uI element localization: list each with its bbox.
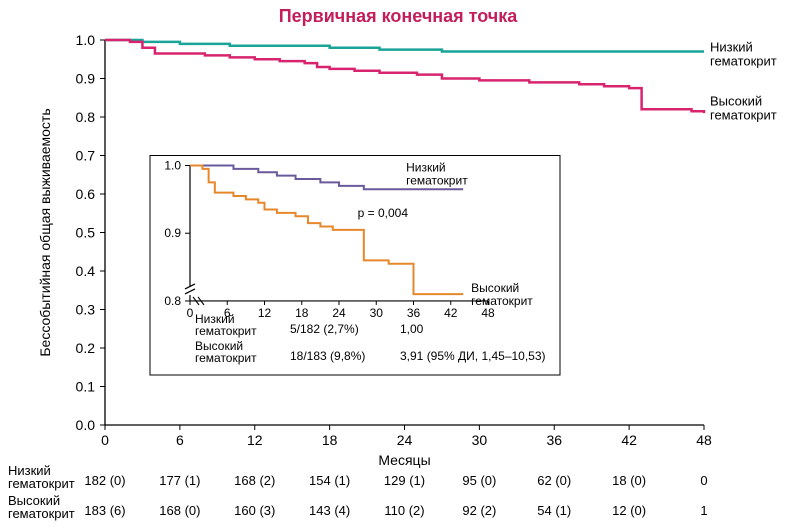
inset-hr-row-high-events: 18/183 (9,8%): [290, 349, 365, 363]
risk-row-high-val: 168 (0): [159, 503, 200, 518]
risk-row-low-val: 62 (0): [537, 473, 571, 488]
main-xtick-label: 12: [247, 432, 263, 448]
risk-row-low-label: Низкийгематокрит: [8, 463, 75, 491]
main-ytick-label: 1.0: [76, 32, 96, 48]
risk-row-low-val: 95 (0): [462, 473, 496, 488]
inset-ytick-label: 1.0: [164, 159, 181, 173]
main-ytick-label: 0.3: [76, 302, 96, 318]
main-label-high-hematocrit: Высокийгематокрит: [710, 94, 777, 123]
inset-xtick-label: 30: [370, 306, 384, 320]
inset-label-low-hematocrit: Низкийгематокрит: [406, 161, 468, 188]
chart-container: Первичная конечная точка 0.0 0.1 0.2 0.3 0.4 0…: [0, 0, 796, 532]
inset-xtick-label: 36: [407, 306, 421, 320]
risk-row-high-val: 1: [700, 503, 707, 518]
main-ytick-label: 0.6: [76, 186, 96, 202]
inset-ytick-label: 0.8: [164, 294, 181, 308]
risk-row-high-label: Высокийгематокрит: [8, 493, 75, 521]
inset-xtick-label: 24: [332, 306, 346, 320]
main-ytick-label: 0.7: [76, 148, 96, 164]
main-ytick-label: 0.2: [76, 340, 96, 356]
main-ytick-label: 0.4: [76, 263, 96, 279]
main-xtick-label: 36: [546, 432, 562, 448]
inset-hr-row-high-label: Высокийгематокрит: [195, 339, 257, 365]
risk-row-low-val: 0: [700, 473, 707, 488]
inset-hr-row-low-label: Низкийгематокрит: [195, 312, 257, 338]
main-ytick-label: 0.5: [76, 225, 96, 241]
main-series-low: [105, 40, 704, 52]
main-xtick-label: 18: [322, 432, 338, 448]
inset-xtick-label: 0: [187, 306, 194, 320]
main-y-axis-title: Бессобытийная общая выживаемость: [37, 108, 53, 356]
risk-row-high-val: 160 (3): [234, 503, 275, 518]
inset-hr-row-low-events: 5/182 (2,7%): [290, 322, 359, 336]
main-xtick-label: 48: [696, 432, 712, 448]
inset-hr-row-low-hr: 1,00: [400, 322, 424, 336]
inset-xtick-label: 42: [444, 306, 458, 320]
main-x-axis-title: Месяцы: [378, 452, 430, 468]
risk-row-high-val: 110 (2): [384, 503, 424, 518]
risk-row-low-val: 129 (1): [384, 473, 425, 488]
risk-row-low-val: 154 (1): [309, 473, 350, 488]
risk-row-low-val: 182 (0): [84, 473, 125, 488]
inset-ytick-label: 0.9: [164, 226, 181, 240]
main-xtick-label: 30: [472, 432, 488, 448]
main-xtick-label: 42: [621, 432, 637, 448]
risk-row-high-val: 54 (1): [537, 503, 571, 518]
main-label-low-hematocrit: Низкийгематокрит: [710, 40, 777, 69]
main-xtick-label: 0: [101, 432, 109, 448]
risk-row-low-val: 177 (1): [159, 473, 200, 488]
main-xtick-label: 24: [397, 432, 413, 448]
risk-row-high-val: 143 (4): [309, 503, 350, 518]
main-ytick-label: 0.0: [76, 417, 96, 433]
inset-xtick-label: 12: [258, 306, 272, 320]
risk-row-low-val: 168 (2): [234, 473, 275, 488]
chart-title: Первичная конечная точка: [279, 6, 519, 26]
main-ytick-label: 0.8: [76, 109, 96, 125]
inset-xtick-label: 18: [295, 306, 309, 320]
risk-row-high-val: 92 (2): [462, 503, 496, 518]
main-ytick-label: 0.1: [76, 379, 96, 395]
risk-row-high-val: 12 (0): [612, 503, 646, 518]
main-ytick-label: 0.9: [76, 71, 96, 87]
risk-row-high-val: 183 (6): [84, 503, 125, 518]
inset-label-high-hematocrit: Высокийгематокрит: [471, 281, 533, 308]
main-xtick-label: 6: [176, 432, 184, 448]
inset-p-value: p = 0,004: [358, 206, 409, 220]
risk-row-low-val: 18 (0): [612, 473, 646, 488]
inset-hr-row-high-hr: 3,91 (95% ДИ, 1,45–10,53): [400, 349, 546, 363]
